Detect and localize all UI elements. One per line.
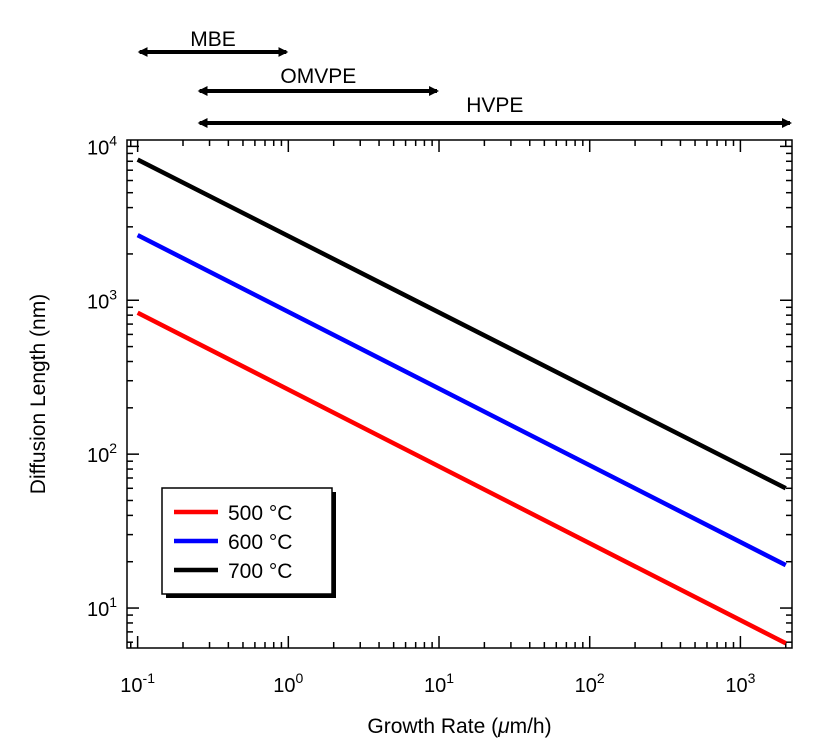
y-tick-label-exponent: 2 [109, 440, 117, 456]
y-tick-label-base: 10 [87, 599, 109, 621]
range-label: OMVPE [280, 65, 356, 88]
y-tick-label-base: 10 [87, 137, 109, 159]
x-axis-label-prefix: Growth Rate ( [367, 715, 498, 738]
range-label: MBE [190, 28, 236, 51]
y-tick-label: 104 [87, 132, 117, 159]
x-axis-label: Growth Rate (μm/h) [367, 715, 551, 738]
y-tick-label-exponent: 4 [109, 132, 117, 148]
y-tick-label: 101 [87, 594, 117, 621]
y-tick-label-base: 10 [87, 291, 109, 313]
legend-entry-label: 500 °C [228, 502, 292, 525]
x-tick-label-base: 10 [575, 675, 597, 697]
range-label: HVPE [466, 94, 523, 117]
y-tick-label-exponent: 1 [109, 594, 117, 610]
x-tick-label-base: 10 [725, 675, 747, 697]
x-tick-label: 100 [273, 670, 303, 697]
x-axis-label-mu: μ [497, 715, 510, 738]
y-tick-label-exponent: 3 [109, 286, 117, 302]
x-axis-label-suffix: m/h) [510, 715, 552, 738]
y-tick-label: 102 [87, 440, 117, 467]
x-tick-label-exponent: -1 [143, 670, 156, 686]
y-axis-label: Diffusion Length (nm) [27, 294, 50, 494]
x-tick-label-exponent: 2 [597, 670, 605, 686]
series-line [136, 310, 787, 646]
x-tick-label: 101 [424, 670, 454, 697]
x-tick-label-exponent: 0 [296, 670, 304, 686]
plot-frame [126, 139, 793, 649]
data-series [136, 157, 787, 646]
x-tick-label-exponent: 1 [446, 670, 454, 686]
x-tick-label: 10-1 [120, 670, 155, 697]
growth-method-ranges: MBE OMVPE HVPE [137, 28, 792, 128]
x-tick-label-base: 10 [120, 675, 142, 697]
x-tick-label: 103 [725, 670, 755, 697]
x-tick-label-base: 10 [424, 675, 446, 697]
x-tick-label: 102 [575, 670, 605, 697]
y-tick-label-base: 10 [87, 445, 109, 467]
legend-entry-label: 700 °C [228, 560, 292, 583]
series-line [136, 233, 787, 568]
legend: 500 °C 600 °C 700 °C [161, 487, 336, 598]
series-line [136, 157, 787, 491]
x-tick-label-exponent: 3 [748, 670, 756, 686]
y-tick-label: 103 [87, 286, 117, 313]
legend-entry-label: 600 °C [228, 531, 292, 554]
x-tick-label-base: 10 [273, 675, 295, 697]
